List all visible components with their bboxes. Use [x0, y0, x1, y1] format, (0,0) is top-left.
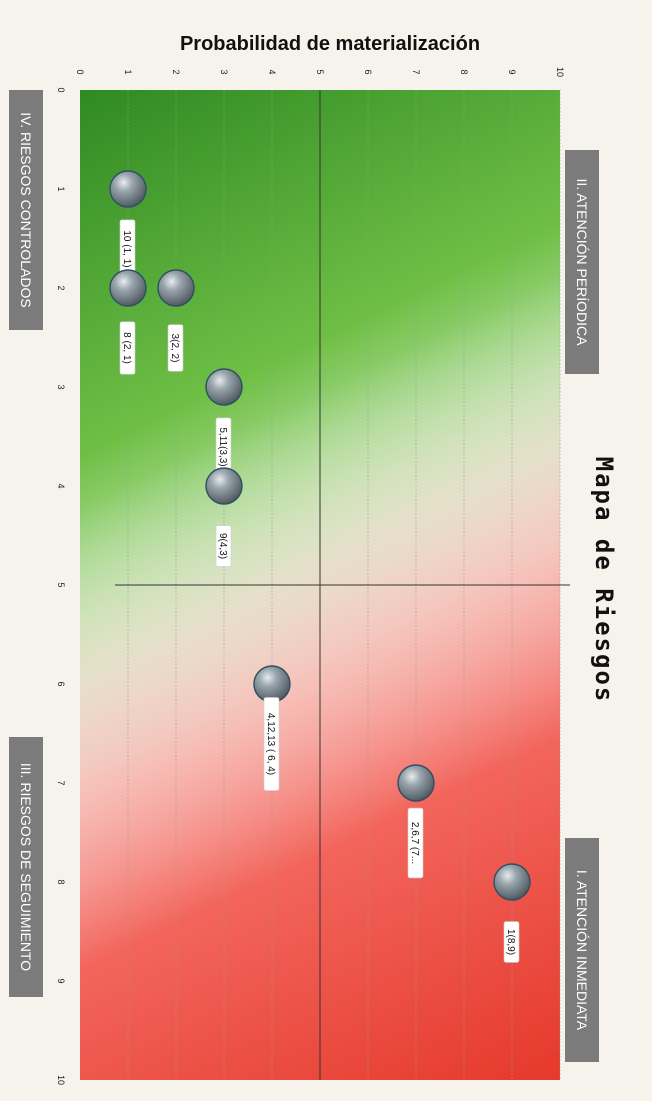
svg-text:8 (2, 1): 8 (2, 1)	[121, 332, 132, 364]
svg-text:III. RIESGOS DE SEGUIMIENTO: III. RIESGOS DE SEGUIMIENTO	[18, 763, 34, 971]
data-label: 10 (1, 1)	[119, 219, 136, 279]
quadrant-label-IV: IV. RIESGOS CONTROLADOS	[9, 90, 43, 330]
probability-tick-label: 6	[56, 681, 66, 686]
quadrant-dividers	[115, 90, 570, 1080]
value-tick-label: 3	[219, 69, 229, 74]
value-tick-label: 6	[363, 69, 373, 74]
value-tick-label: 9	[507, 69, 517, 74]
quadrant-label-I: I. ATENCIÓN INMEDIATA	[565, 838, 599, 1062]
data-point	[253, 665, 291, 703]
data-point	[109, 269, 147, 307]
data-points: 10 (1, 1) 8 (2, 1) 3(2, 2) 5,11(3,3) 9(4,3) 4…	[109, 170, 531, 963]
data-label: 8 (2, 1)	[119, 321, 136, 375]
data-point	[205, 467, 243, 505]
data-point	[109, 170, 147, 208]
svg-text:10 (1, 1): 10 (1, 1)	[121, 230, 132, 267]
value-tick-label: 1	[123, 69, 133, 74]
chart-title: Mapa de Riesgos	[590, 457, 618, 704]
svg-text:5,11(3,3): 5,11(3,3)	[217, 427, 228, 466]
probability-tick-label: 5	[56, 582, 66, 587]
probability-tick-label: 1	[56, 186, 66, 191]
svg-text:3(2, 2): 3(2, 2)	[169, 334, 180, 363]
value-tick-label: 4	[267, 69, 277, 74]
svg-text:IV. RIESGOS CONTROLADOS: IV. RIESGOS CONTROLADOS	[18, 112, 34, 308]
data-label: 3(2, 2)	[167, 324, 184, 372]
probability-tick-label: 10	[56, 1075, 66, 1085]
value-tick-label: 7	[411, 69, 421, 74]
svg-text:II. ATENCIÓN PERÍODICA: II. ATENCIÓN PERÍODICA	[574, 179, 590, 347]
data-point	[493, 863, 531, 901]
svg-text:9(4,3): 9(4,3)	[217, 533, 228, 559]
data-label: 4,12,13 ( 6, 4)	[263, 697, 280, 791]
data-label: 2,6,7 (7...	[407, 807, 424, 879]
value-tick-label: 2	[171, 69, 181, 74]
svg-text:I. ATENCIÓN INMEDIATA: I. ATENCIÓN INMEDIATA	[574, 870, 590, 1031]
data-label: 9(4,3)	[215, 525, 232, 567]
quadrant-label-III: III. RIESGOS DE SEGUIMIENTO	[9, 737, 43, 997]
data-point	[157, 269, 195, 307]
value-tick-label: 5	[315, 69, 325, 74]
probability-tick-label: 7	[56, 780, 66, 785]
probability-tick-label: 4	[56, 483, 66, 488]
probability-tick-label: 3	[56, 384, 66, 389]
data-point	[205, 368, 243, 406]
axis-title: Probabilidad de materialización	[180, 33, 480, 55]
value-tick-label: 10	[555, 67, 565, 77]
probability-tick-label: 9	[56, 978, 66, 983]
svg-text:4,12,13 ( 6, 4): 4,12,13 ( 6, 4)	[265, 713, 276, 775]
probability-tick-label: 8	[56, 879, 66, 884]
svg-text:1(8,9): 1(8,9)	[505, 929, 516, 955]
probability-axis-ticks: 0 1 2 3 4 5 6 7 8 9 10	[56, 87, 66, 1085]
value-tick-label: 0	[75, 69, 85, 74]
probability-tick-label: 2	[56, 285, 66, 290]
probability-tick-label: 0	[56, 87, 66, 92]
quadrant-label-II: II. ATENCIÓN PERÍODICA	[565, 150, 599, 374]
value-axis-ticks: 0 1 2 3 4 5 6 7 8 9 10	[75, 67, 565, 77]
svg-text:2,6,7 (7...: 2,6,7 (7...	[409, 822, 420, 864]
data-point	[397, 764, 435, 802]
data-label: 1(8,9)	[503, 921, 520, 963]
value-tick-label: 8	[459, 69, 469, 74]
